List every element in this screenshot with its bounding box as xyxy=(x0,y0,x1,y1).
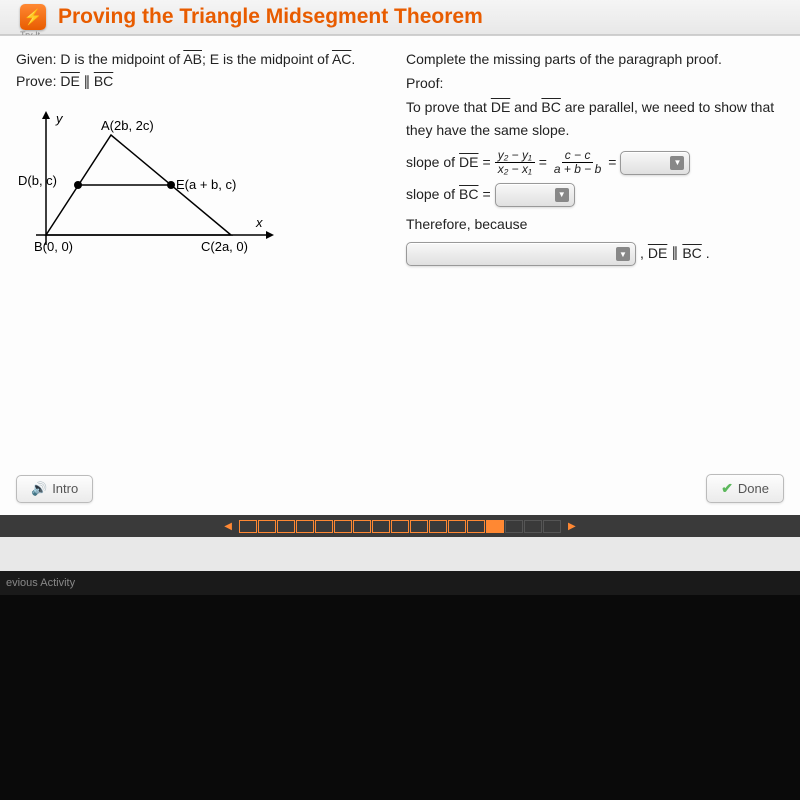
instruction: Complete the missing parts of the paragr… xyxy=(406,48,784,72)
progress-cell[interactable] xyxy=(543,520,561,533)
slope-de-line: slope of DE = y₂ − y₁ x₂ − x₁ = c − c a … xyxy=(406,149,784,176)
next-arrow[interactable]: ▶ xyxy=(562,521,582,532)
fraction-2: c − c a + b − b xyxy=(551,149,604,176)
vertex-c: C(2a, 0) xyxy=(201,239,248,254)
progress-cell[interactable] xyxy=(505,520,523,533)
point-e: E(a + b, c) xyxy=(176,177,236,192)
proof-label: Proof: xyxy=(406,72,784,96)
x-axis-label: x xyxy=(255,215,263,230)
previous-activity-label: evious Activity xyxy=(0,571,800,595)
therefore-text: Therefore, because xyxy=(406,213,784,237)
keyboard-area xyxy=(0,595,800,800)
laptop-frame: ⚡ Proving the Triangle Midsegment Theore… xyxy=(0,0,800,800)
proof-intro: To prove that DE and BC are parallel, we… xyxy=(406,96,784,144)
try-it-icon: ⚡ xyxy=(20,4,46,30)
chevron-down-icon: ▼ xyxy=(616,247,630,261)
speaker-icon: 🔊 xyxy=(31,481,47,497)
fraction-1: y₂ − y₁ x₂ − x₁ xyxy=(495,149,535,176)
slope-de-dropdown[interactable]: ▼ xyxy=(620,151,690,175)
progress-cell[interactable] xyxy=(391,520,409,533)
progress-bar: ◀ ▶ xyxy=(0,515,800,537)
slope-bc-dropdown[interactable]: ▼ xyxy=(495,183,575,207)
header: ⚡ Proving the Triangle Midsegment Theore… xyxy=(0,0,800,35)
progress-cell[interactable] xyxy=(353,520,371,533)
app-screen: ⚡ Proving the Triangle Midsegment Theore… xyxy=(0,0,800,595)
progress-cell[interactable] xyxy=(429,520,447,533)
point-d: D(b, c) xyxy=(18,173,57,188)
progress-cell[interactable] xyxy=(334,520,352,533)
progress-cell[interactable] xyxy=(372,520,390,533)
page-title: Proving the Triangle Midsegment Theorem xyxy=(58,5,483,29)
conclusion-line: ▼ , DE ∥ BC. xyxy=(406,242,784,266)
left-column: Given: D is the midpoint of AB; E is the… xyxy=(16,48,386,503)
y-axis-label: y xyxy=(55,111,64,126)
triangle-diagram: y x A(2b, 2c) D(b, c) E(a + b, c) B(0, 0… xyxy=(16,105,286,275)
vertex-b: B(0, 0) xyxy=(34,239,73,254)
progress-cell[interactable] xyxy=(524,520,542,533)
reason-dropdown[interactable]: ▼ xyxy=(406,242,636,266)
done-button[interactable]: ✔ Done xyxy=(706,474,784,503)
progress-cells xyxy=(239,520,561,533)
progress-cell[interactable] xyxy=(296,520,314,533)
slope-bc-line: slope of BC = ▼ xyxy=(406,183,784,207)
progress-cell[interactable] xyxy=(410,520,428,533)
intro-button[interactable]: 🔊 Intro xyxy=(16,475,93,503)
chevron-down-icon: ▼ xyxy=(555,188,569,202)
right-column: Complete the missing parts of the paragr… xyxy=(406,48,784,503)
given-text: Given: D is the midpoint of AB; E is the… xyxy=(16,48,386,70)
progress-cell[interactable] xyxy=(277,520,295,533)
progress-cell[interactable] xyxy=(239,520,257,533)
footer-bar: 🔊 Intro ✔ Done xyxy=(16,474,784,503)
prev-arrow[interactable]: ◀ xyxy=(218,521,238,532)
vertex-a: A(2b, 2c) xyxy=(101,118,154,133)
progress-cell[interactable] xyxy=(258,520,276,533)
progress-cell[interactable] xyxy=(467,520,485,533)
progress-cell[interactable] xyxy=(448,520,466,533)
chevron-down-icon: ▼ xyxy=(670,156,684,170)
check-icon: ✔ xyxy=(721,480,733,497)
progress-cell[interactable] xyxy=(315,520,333,533)
content-panel: Given: D is the midpoint of AB; E is the… xyxy=(0,35,800,515)
prove-text: Prove: DE ∥ BC xyxy=(16,70,386,94)
progress-cell[interactable] xyxy=(486,520,504,533)
